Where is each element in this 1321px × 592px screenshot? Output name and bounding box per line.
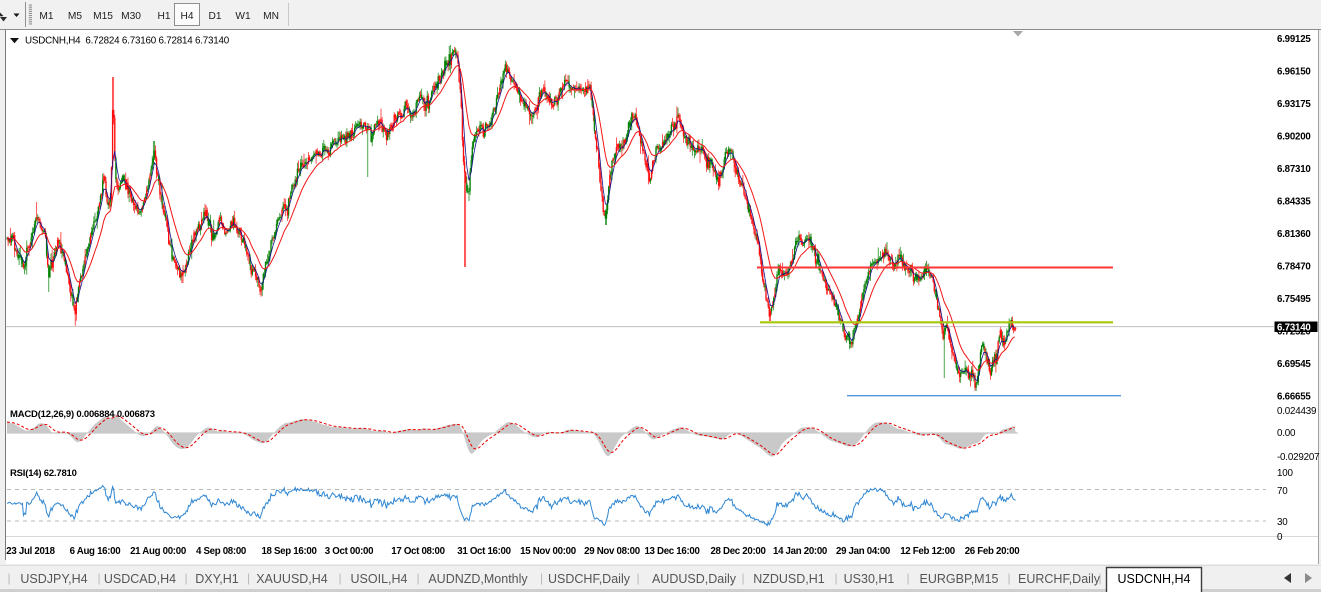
svg-text:USDJPY,H4: USDJPY,H4: [20, 572, 87, 586]
svg-text:6.75495: 6.75495: [1277, 294, 1311, 305]
svg-text:|: |: [338, 571, 341, 585]
svg-text:MACD(12,26,9) 0.006884 0.00687: MACD(12,26,9) 0.006884 0.006873: [10, 409, 155, 420]
svg-text:6 Aug 16:00: 6 Aug 16:00: [70, 546, 121, 557]
svg-text:W1: W1: [235, 11, 251, 22]
svg-text:XAUUSD,H4: XAUUSD,H4: [256, 572, 328, 586]
svg-text:|: |: [1007, 571, 1010, 585]
svg-text:17 Oct 08:00: 17 Oct 08:00: [391, 546, 445, 557]
svg-text:6.78470: 6.78470: [1277, 262, 1311, 273]
svg-text:M5: M5: [68, 11, 82, 22]
svg-text:D1: D1: [208, 11, 221, 22]
svg-text:23 Jul 2018: 23 Jul 2018: [6, 546, 55, 557]
svg-text:13 Dec 16:00: 13 Dec 16:00: [644, 546, 699, 557]
svg-text:|: |: [540, 571, 543, 585]
svg-text:AUDNZD,Monthly: AUDNZD,Monthly: [428, 572, 528, 586]
svg-text:|: |: [741, 571, 744, 585]
svg-text:USDCNH,H4 6.72824 6.73160 6.7: USDCNH,H4 6.72824 6.73160 6.72814 6.7314…: [25, 36, 230, 47]
svg-text:-0.029207: -0.029207: [1277, 452, 1319, 463]
svg-text:DXY,H1: DXY,H1: [195, 572, 239, 586]
svg-text:3 Oct 00:00: 3 Oct 00:00: [325, 546, 373, 557]
svg-text:H1: H1: [157, 11, 170, 22]
svg-text:US30,H1: US30,H1: [844, 572, 895, 586]
svg-text:AUDUSD,Daily: AUDUSD,Daily: [652, 572, 737, 586]
svg-text:6.69545: 6.69545: [1277, 359, 1311, 370]
svg-text:6.99125: 6.99125: [1277, 34, 1311, 45]
svg-text:26 Feb 20:00: 26 Feb 20:00: [965, 546, 1020, 557]
svg-text:18 Sep 16:00: 18 Sep 16:00: [261, 546, 316, 557]
svg-text:|: |: [834, 571, 837, 585]
svg-text:USDCAD,H4: USDCAD,H4: [104, 572, 176, 586]
svg-text:12 Feb 12:00: 12 Feb 12:00: [900, 546, 955, 557]
svg-text:0.024439: 0.024439: [1277, 406, 1316, 417]
svg-text:6.66655: 6.66655: [1277, 392, 1311, 403]
svg-text:|: |: [416, 571, 419, 585]
svg-text:USOIL,H4: USOIL,H4: [351, 572, 408, 586]
svg-text:|: |: [906, 571, 909, 585]
svg-text:6.84335: 6.84335: [1277, 197, 1311, 208]
svg-text:6.96150: 6.96150: [1277, 67, 1311, 78]
svg-text:M1: M1: [39, 11, 53, 22]
svg-text:M30: M30: [121, 11, 141, 22]
svg-text:6.90200: 6.90200: [1277, 132, 1311, 143]
svg-text:6.87310: 6.87310: [1277, 164, 1311, 175]
svg-text:21 Aug 00:00: 21 Aug 00:00: [130, 546, 186, 557]
svg-text:H4: H4: [180, 11, 193, 22]
svg-text:0: 0: [1277, 532, 1283, 543]
svg-text:14 Jan 20:00: 14 Jan 20:00: [773, 546, 827, 557]
svg-text:NZDUSD,H1: NZDUSD,H1: [753, 572, 825, 586]
svg-text:100: 100: [1277, 468, 1293, 479]
svg-text:15 Nov 00:00: 15 Nov 00:00: [520, 546, 576, 557]
svg-text:|: |: [184, 571, 187, 585]
svg-text:6.73140: 6.73140: [1277, 322, 1311, 333]
svg-text:70: 70: [1277, 486, 1288, 497]
svg-text:RSI(14) 62.7810: RSI(14) 62.7810: [10, 468, 77, 479]
svg-text:31 Oct 16:00: 31 Oct 16:00: [457, 546, 511, 557]
svg-text:|: |: [636, 571, 639, 585]
svg-text:|: |: [247, 571, 250, 585]
svg-text:M15: M15: [93, 11, 113, 22]
svg-text:USDCNH,H4: USDCNH,H4: [1118, 572, 1191, 586]
svg-text:EURCHF,Daily: EURCHF,Daily: [1018, 572, 1101, 586]
svg-text:EURGBP,M15: EURGBP,M15: [920, 572, 999, 586]
svg-text:|: |: [7, 571, 10, 585]
svg-text:|: |: [1098, 571, 1101, 585]
svg-text:6.93175: 6.93175: [1277, 99, 1311, 110]
svg-text:6.72520: 6.72520: [1277, 327, 1311, 338]
svg-text:29 Jan 04:00: 29 Jan 04:00: [836, 546, 890, 557]
svg-text:6.81360: 6.81360: [1277, 229, 1311, 240]
svg-text:30: 30: [1277, 517, 1288, 528]
svg-text:USDCHF,Daily: USDCHF,Daily: [548, 572, 631, 586]
svg-text:28 Dec 20:00: 28 Dec 20:00: [710, 546, 765, 557]
svg-text:4 Sep 08:00: 4 Sep 08:00: [196, 546, 246, 557]
svg-text:29 Nov 08:00: 29 Nov 08:00: [584, 546, 640, 557]
svg-text:|: |: [97, 571, 100, 585]
svg-text:0.00: 0.00: [1277, 428, 1296, 439]
svg-text:MN: MN: [263, 11, 279, 22]
